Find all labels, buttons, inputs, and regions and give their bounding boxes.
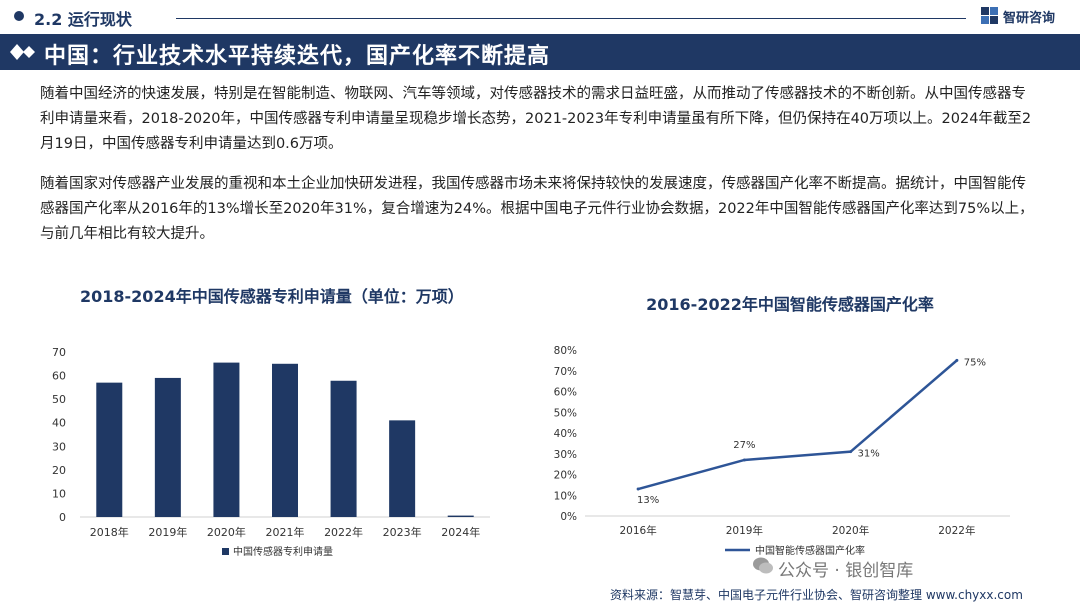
y-tick-label: 40% bbox=[554, 428, 577, 440]
bar-4 bbox=[330, 380, 357, 517]
section-divider bbox=[176, 18, 966, 19]
page-title: 中国：行业技术水平持续迭代，国产化率不断提高 bbox=[44, 44, 551, 69]
y-tick-label: 60 bbox=[52, 370, 66, 383]
bar-3 bbox=[272, 363, 298, 517]
data-label: 31% bbox=[858, 449, 880, 460]
double-diamond-icon bbox=[10, 44, 35, 60]
y-tick-label: 40 bbox=[52, 417, 66, 430]
data-label: 13% bbox=[637, 495, 659, 506]
title-banner: 中国：行业技术水平持续迭代，国产化率不断提高 bbox=[0, 34, 1080, 70]
data-label: 27% bbox=[733, 440, 755, 451]
y-tick-label: 60% bbox=[554, 387, 577, 399]
y-tick-label: 50% bbox=[554, 407, 577, 419]
x-tick-label: 2021年 bbox=[266, 525, 305, 539]
paragraph-patents: 随着中国经济的快速发展，特别是在智能制造、物联网、汽车等领域，对传感器技术的需求… bbox=[40, 86, 1032, 152]
data-point-3 bbox=[955, 358, 959, 362]
y-tick-label: 0% bbox=[560, 511, 577, 523]
x-tick-label: 2022年 bbox=[324, 525, 363, 539]
data-point-1 bbox=[742, 458, 746, 462]
y-tick-label: 70% bbox=[554, 366, 577, 378]
y-tick-label: 10 bbox=[52, 487, 66, 500]
brand-name: 智研咨询 bbox=[1003, 11, 1056, 26]
line-chart-plot: 0% 10% 20% 30% 40% 50% 60% 70% 80% 13% 2016年 27% 201… bbox=[554, 345, 1010, 557]
y-tick-label: 80% bbox=[554, 345, 577, 357]
x-tick-label: 2023年 bbox=[383, 525, 422, 539]
bar-6 bbox=[447, 515, 474, 517]
section-bullet-icon bbox=[14, 11, 24, 21]
y-tick-label: 0 bbox=[59, 511, 66, 524]
legend-swatch bbox=[222, 548, 229, 555]
y-tick-label: 30 bbox=[52, 440, 66, 453]
localization-line-chart: 2016-2022年中国智能传感器国产化率 0% 10% 20% 30% 40% 50% 6… bbox=[540, 282, 1040, 582]
y-tick-label: 20 bbox=[52, 464, 66, 477]
x-tick-label: 2024年 bbox=[441, 525, 480, 539]
data-label: 75% bbox=[964, 357, 986, 368]
line-chart-title: 2016-2022年中国智能传感器国产化率 bbox=[646, 295, 934, 314]
legend-label: 中国传感器专利申请量 bbox=[233, 545, 333, 558]
bar-chart-title: 2018-2024年中国传感器专利申请量（单位：万项） bbox=[80, 287, 464, 306]
section-header: 2.2 运行现状 智研咨询 bbox=[0, 0, 1080, 34]
wechat-icon bbox=[753, 557, 773, 574]
wechat-watermark: 公众号 · 银创智库 bbox=[778, 561, 914, 581]
data-point-0 bbox=[636, 487, 640, 491]
x-tick-label: 2020年 bbox=[207, 525, 246, 539]
paragraph-localization: 随着国家对传感器产业发展的重视和本土企业加快研发进程，我国传感器市场未来将保持较… bbox=[40, 176, 1034, 242]
section-title: 2.2 运行现状 bbox=[34, 10, 132, 29]
source-note: 资料来源：智慧芽、中国电子元件行业协会、智研咨询整理 www.chyxx.com bbox=[610, 588, 1023, 602]
x-tick-label: 2022年 bbox=[938, 524, 975, 537]
x-tick-label: 2019年 bbox=[148, 525, 187, 539]
y-tick-label: 20% bbox=[554, 470, 577, 482]
x-tick-label: 2020年 bbox=[832, 524, 869, 537]
bar-2 bbox=[213, 362, 240, 517]
bar-1 bbox=[154, 377, 181, 517]
bar-chart-plot: 0 10 20 30 40 50 60 70 2018年 2019年 2020年 2021年 2022年… bbox=[52, 346, 490, 558]
data-point-2 bbox=[849, 450, 853, 454]
bar-5 bbox=[389, 420, 416, 517]
brand-logo: 智研咨询 bbox=[980, 5, 1072, 27]
x-tick-label: 2016年 bbox=[620, 524, 657, 537]
x-tick-label: 2019年 bbox=[726, 524, 763, 537]
bar-0 bbox=[96, 382, 123, 517]
y-tick-label: 30% bbox=[554, 449, 577, 461]
brand-logo-icon bbox=[981, 7, 998, 24]
y-tick-label: 10% bbox=[554, 490, 577, 502]
x-tick-label: 2018年 bbox=[90, 525, 129, 539]
y-tick-label: 70 bbox=[52, 346, 66, 359]
y-tick-label: 50 bbox=[52, 393, 66, 406]
series-line bbox=[637, 359, 958, 491]
patent-bar-chart: 2018-2024年中国传感器专利申请量（单位：万项） 0 10 20 30 40 50 6… bbox=[40, 282, 500, 582]
legend-label: 中国智能传感器国产化率 bbox=[755, 544, 865, 557]
